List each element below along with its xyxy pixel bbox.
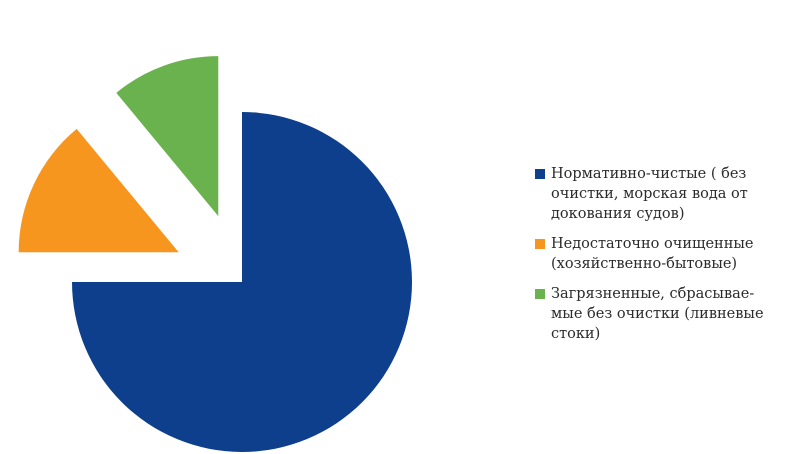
legend-label-insufficient: Недостаточно очищенные (хозяйственно-быт… [551, 236, 754, 272]
chart-legend: Нормативно-чистые ( без очистки, морская… [535, 164, 805, 354]
legend-item-normative: Нормативно-чистые ( без очистки, морская… [535, 164, 805, 224]
legend-label-polluted: Загрязненные, сбрасывае- мые без очистки… [551, 286, 764, 342]
legend-label-normative: Нормативно-чистые ( без очистки, морская… [551, 166, 748, 222]
pie-slice-insufficient [18, 128, 179, 253]
pie-slice-normative [72, 112, 412, 452]
legend-swatch-insufficient [535, 239, 545, 249]
legend-swatch-polluted [535, 289, 545, 299]
legend-item-insufficient: Недостаточно очищенные (хозяйственно-быт… [535, 234, 805, 274]
legend-swatch-normative [535, 169, 545, 179]
pie-slice-polluted [116, 56, 219, 217]
legend-item-polluted: Загрязненные, сбрасывае- мые без очистки… [535, 284, 805, 344]
